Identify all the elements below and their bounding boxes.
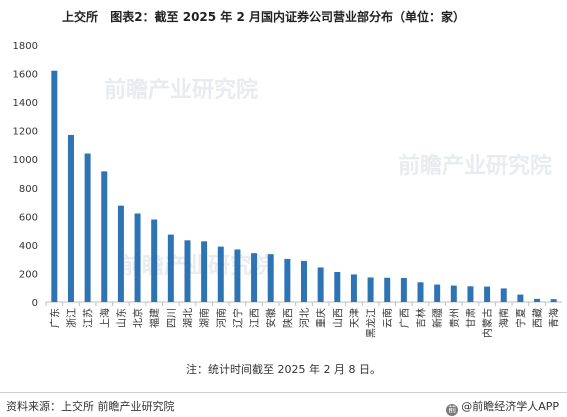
bar-海南	[500, 288, 507, 302]
y-tick-label: 1200	[13, 127, 38, 138]
x-category-label: 内蒙古	[481, 308, 494, 338]
bar-黑龙江	[367, 277, 374, 302]
bar-青海	[550, 299, 557, 302]
bar-辽宁	[234, 249, 241, 302]
y-tick-label: 1000	[13, 155, 38, 166]
bar-宁夏	[517, 294, 524, 302]
bar-chart: 0 200 400 600 800 1000 1200 1400 1600 1800 广东 浙江 江苏上…	[13, 41, 562, 338]
x-category-label: 四川	[167, 308, 178, 328]
y-tick-label: 1800	[13, 41, 38, 52]
y-tick-label: 400	[19, 241, 38, 252]
x-category-label: 安徽	[265, 308, 278, 328]
brand-text: @前瞻经济学人APP	[461, 400, 559, 413]
bar-广东	[51, 70, 58, 302]
footer: 资料来源：上交所 前瞻产业研究院 前 @前瞻经济学人APP	[0, 392, 567, 417]
bar-贵州	[450, 285, 457, 302]
y-tick-label: 800	[19, 184, 38, 195]
y-tick-label: 1600	[13, 70, 38, 81]
bar-重庆	[317, 267, 324, 302]
x-category-label: 广东	[48, 308, 61, 328]
bar-浙江	[67, 134, 74, 302]
x-category-label: 山东	[115, 308, 128, 328]
x-category-label: 山西	[332, 308, 344, 328]
x-category-label: 甘肃	[464, 308, 477, 328]
x-category-label: 重庆	[315, 308, 328, 328]
y-tick-label: 1400	[13, 98, 38, 109]
x-category-label: 浙江	[66, 308, 78, 328]
bar-湖南	[201, 241, 208, 302]
x-category-label: 湖北	[182, 308, 194, 328]
x-category-label: 江苏	[82, 308, 95, 328]
bar-天津	[350, 274, 357, 302]
x-category-label: 北京	[132, 308, 145, 328]
x-category-label: 上海	[98, 308, 111, 328]
x-category-label: 河北	[299, 308, 311, 328]
chart-note: 注：统计时间截至 2025 年 2 月 8 日。	[186, 363, 381, 376]
title-text: 图表2：截至 2025 年 2 月国内证券公司营业部分布（单位：家）	[110, 10, 466, 24]
bar-广西	[400, 278, 407, 302]
x-category-label: 云南	[381, 308, 394, 328]
source-text: 资料来源：上交所 前瞻产业研究院	[6, 400, 175, 413]
bar-云南	[384, 277, 391, 302]
bar-安徽	[267, 254, 274, 302]
x-category-label: 西藏	[532, 308, 544, 328]
y-tick-label: 0	[32, 298, 38, 309]
chart-title: 上交所 图表2：截至 2025 年 2 月国内证券公司营业部分布（单位：家）	[62, 8, 562, 25]
x-category-label: 陕西	[281, 308, 294, 328]
bar-内蒙古	[484, 286, 491, 302]
bar-福建	[151, 219, 158, 302]
x-category-label: 青海	[548, 308, 561, 328]
bar-山西	[334, 272, 341, 302]
x-category-label: 福建	[148, 308, 161, 328]
x-category-label: 广西	[399, 308, 411, 328]
bar-河南	[217, 246, 224, 302]
x-category-label: 湖南	[198, 308, 211, 328]
bar-新疆	[434, 284, 441, 302]
bar-河北	[301, 260, 307, 302]
x-category-label: 黑龙江	[365, 308, 378, 338]
brand-link[interactable]: 前 @前瞻经济学人APP	[446, 398, 559, 416]
x-category-label: 天津	[349, 308, 361, 328]
x-category-label: 吉林	[415, 308, 428, 328]
y-tick-label: 200	[19, 269, 38, 280]
x-category-label: 新疆	[431, 308, 444, 328]
x-category-label: 江西	[249, 308, 261, 328]
x-category-label: 辽宁	[231, 308, 244, 328]
x-category-label: 贵州	[448, 308, 461, 328]
brand-logo-icon: 前	[446, 404, 459, 416]
bar-上海	[101, 171, 108, 302]
bar-甘肃	[467, 286, 474, 302]
title-source-label: 上交所	[62, 10, 99, 24]
bar-陕西	[284, 258, 291, 302]
bar-吉林	[417, 282, 424, 302]
x-category-label: 宁夏	[514, 308, 527, 328]
bar-江西	[251, 253, 258, 302]
bar-山东	[117, 205, 124, 302]
bar-四川	[167, 234, 174, 302]
bar-江苏	[84, 153, 91, 302]
y-tick-label: 600	[19, 212, 38, 223]
x-category-label: 海南	[498, 308, 511, 328]
x-category-label: 河南	[215, 308, 228, 328]
bar-湖北	[184, 240, 191, 302]
bar-北京	[134, 213, 141, 302]
bar-西藏	[534, 298, 541, 302]
